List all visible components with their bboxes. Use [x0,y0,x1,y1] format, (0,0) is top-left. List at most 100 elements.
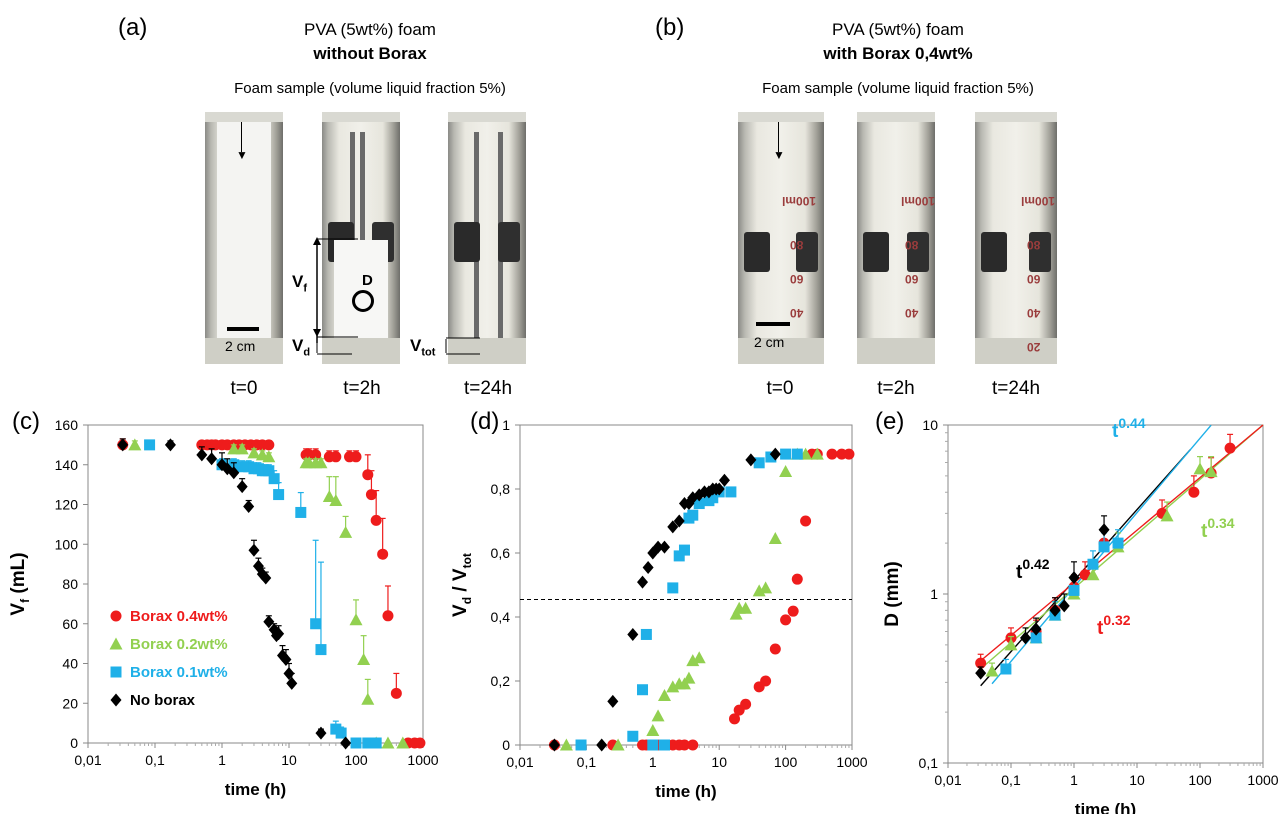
data-point [1086,568,1100,581]
data-point [1098,523,1110,537]
legend-marker [110,693,122,707]
data-point [315,644,327,656]
data-point [779,465,793,478]
data-point [768,531,782,544]
data-point [637,684,649,696]
data-point [362,469,374,481]
data-point [769,643,781,655]
data-point [637,575,649,589]
data-point [791,573,803,585]
fit-line [991,424,1212,685]
x-tick-label: 1 [649,754,657,770]
data-point [667,520,679,534]
data-point [651,709,665,722]
data-point [273,627,285,641]
data-point [693,488,705,502]
data-point [725,486,737,498]
y-tick-label: 0 [502,737,510,753]
graduation-label: 20 [1027,340,1041,354]
legend-label: Borax 0.2wt% [130,636,228,653]
data-point [262,450,276,463]
x-tick-label: 0,1 [577,754,597,770]
data-point [780,448,792,460]
scale-bar [227,327,259,331]
data-point [658,540,670,554]
graduation-label: 40 [1027,306,1041,320]
y-tick-label: 0,6 [491,545,511,561]
data-point [350,451,362,463]
x-tick-label: 100 [344,752,368,768]
panel-c-label: (c) [12,408,40,435]
data-point [1020,631,1032,645]
arrow-line [241,122,242,152]
x-tick-label: 1000 [1247,772,1278,788]
panel-d-label: (d) [470,408,500,435]
data-point [575,739,587,751]
photo-b-t2h: 100ml 80 60 40 [857,112,935,364]
data-point [683,497,695,511]
y-tick-label: 1 [930,586,938,602]
data-point [707,492,719,504]
y-tick-label: 0 [70,735,78,751]
data-point [365,489,377,501]
data-point [1112,537,1124,549]
photo-a-t2h [322,112,400,364]
y-tick-label: 20 [62,695,78,711]
data-point [787,605,799,617]
scale-bar-label: 2 cm [754,334,785,350]
x-tick-label: 0,01 [74,752,101,768]
legend-label: Borax 0.1wt% [130,664,228,681]
data-point [322,490,336,503]
y-tick-label: 1 [502,417,510,433]
data-point [370,514,382,526]
data-point [975,657,987,669]
y-tick-label: 0,1 [919,755,939,771]
y-axis-label: Vd / Vtot [450,553,474,617]
graduation-label: 60 [790,272,804,286]
series-2 [575,448,803,751]
x-tick-label: 1000 [836,754,867,770]
data-point [1098,541,1110,553]
data-point [780,614,792,626]
data-point [791,448,803,460]
bubble-circle [352,290,374,312]
x-tick-label: 0,01 [506,754,533,770]
data-point [340,736,352,750]
data-point [640,628,652,640]
data-point [1004,638,1018,651]
y-axis-label: D (mm) [882,561,903,626]
data-point [642,561,654,575]
data-point [1224,442,1236,454]
data-point [703,485,715,499]
data-point [362,737,374,749]
x-axis-label: time (h) [225,780,286,799]
data-point [765,451,777,463]
data-point [228,466,240,480]
data-point [646,723,660,736]
arrow-down-icon: ▼ [236,148,248,162]
data-point [381,736,395,749]
data-point [693,498,705,510]
x-tick-label: 1 [218,752,226,768]
panel-a-subtitle: Foam sample (volume liquid fraction 5%) [234,80,506,97]
data-point [196,448,208,462]
data-point [1204,465,1218,478]
fit-label: t0.32 [1097,612,1131,639]
data-point [826,448,838,460]
data-point [335,727,347,739]
x-tick-label: 100 [774,754,798,770]
graduation-label: 40 [790,306,804,320]
plot-frame [519,424,853,746]
data-point [759,581,773,594]
series-3 [117,438,352,750]
data-point [382,610,394,622]
legend-marker [109,637,123,650]
data-point [314,456,328,469]
data-point [687,491,699,505]
graduation-label: 40 [905,306,919,320]
data-point [330,451,342,463]
time-a-0: t=0 [230,378,258,399]
panel-e-label: (e) [875,408,905,435]
data-point [1087,558,1099,570]
